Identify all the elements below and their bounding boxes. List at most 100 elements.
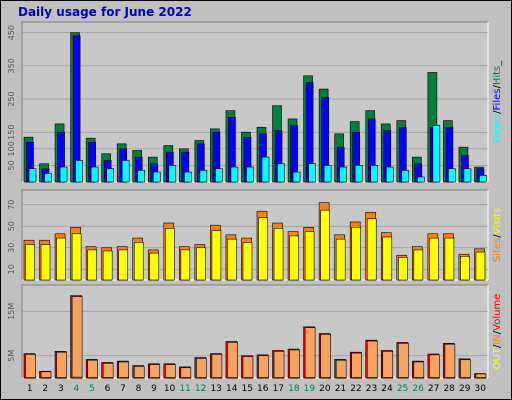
legend-separator: / bbox=[492, 330, 503, 334]
y-tick-label: 350 bbox=[7, 58, 16, 73]
sites-bar bbox=[56, 237, 66, 281]
visits-sites-legend: Sites/Visits bbox=[492, 208, 503, 262]
volume-in-out-legend: OUT/IN/Volume bbox=[492, 294, 503, 370]
sites-bar bbox=[102, 250, 113, 281]
legend-in: IN bbox=[492, 334, 503, 344]
x-tick-label: 24 bbox=[381, 384, 393, 394]
in-bar bbox=[304, 327, 316, 379]
sites-bar bbox=[335, 238, 346, 281]
sites-bar bbox=[242, 242, 253, 281]
x-tick-label: 30 bbox=[475, 384, 487, 394]
in-bar bbox=[40, 371, 52, 379]
in-bar bbox=[102, 363, 114, 379]
pages-bar bbox=[277, 163, 285, 183]
pages-bar bbox=[417, 176, 425, 183]
x-tick-label: 7 bbox=[120, 384, 126, 394]
sites-bar bbox=[118, 249, 128, 281]
pages-bar bbox=[230, 166, 239, 183]
sites-bar bbox=[25, 244, 35, 281]
pages-bar bbox=[90, 166, 99, 183]
in-bar bbox=[56, 351, 67, 379]
pages-bar bbox=[370, 165, 379, 183]
legend-sites: Sites bbox=[492, 238, 503, 262]
sites-bar bbox=[289, 235, 299, 281]
sites-bar bbox=[397, 257, 408, 281]
pages-bar bbox=[308, 163, 316, 183]
files-bar bbox=[72, 35, 81, 183]
y-tick-label: 70 bbox=[7, 200, 16, 210]
pages-bar bbox=[339, 166, 347, 183]
in-bar bbox=[180, 367, 192, 379]
x-tick-label: 1 bbox=[27, 384, 33, 394]
x-tick-label: 5 bbox=[89, 384, 95, 394]
pages-bar bbox=[292, 171, 301, 183]
sites-bar bbox=[87, 249, 97, 281]
y-tick-label: 50 bbox=[7, 221, 16, 231]
y-tick-label: 250 bbox=[7, 91, 16, 106]
legend-separator: / bbox=[492, 110, 503, 114]
volume-in-out-plot-area bbox=[21, 284, 489, 379]
legend-pages: Pages bbox=[492, 114, 503, 143]
x-tick-label: 17 bbox=[273, 384, 284, 394]
pages-bar bbox=[401, 170, 410, 183]
x-tick-label: 25 bbox=[397, 384, 408, 394]
legend-trailing: _ bbox=[492, 60, 503, 67]
pages-bar bbox=[199, 170, 208, 183]
y-tick-label: 5M bbox=[7, 350, 16, 362]
x-tick-label: 4 bbox=[73, 384, 79, 394]
sites-bar bbox=[444, 237, 455, 281]
in-bar bbox=[366, 340, 378, 379]
sites-bar bbox=[366, 218, 377, 281]
x-tick-label: 2 bbox=[42, 384, 48, 394]
pages-bar bbox=[479, 175, 487, 183]
y-tick-label: 450 bbox=[7, 25, 16, 40]
in-bar bbox=[335, 359, 347, 379]
y-tick-label: 50 bbox=[7, 160, 16, 170]
in-bar bbox=[242, 356, 254, 379]
pages-bar bbox=[44, 173, 52, 183]
sites-bar bbox=[429, 237, 439, 281]
pages-bar bbox=[354, 165, 363, 183]
pages-bar bbox=[463, 168, 472, 183]
legend-text: Pages/Files/Hits_ bbox=[492, 60, 503, 144]
sites-bar bbox=[382, 236, 393, 281]
pages-bar bbox=[385, 166, 394, 183]
legend-visits: Visits bbox=[492, 208, 503, 235]
legend-out: OUT bbox=[492, 347, 503, 369]
y-tick-label: 150 bbox=[7, 125, 16, 140]
legend-separator: / bbox=[492, 234, 503, 238]
pages-bar bbox=[75, 160, 83, 183]
sites-bar bbox=[258, 217, 268, 281]
pages-bar bbox=[59, 166, 68, 183]
pages-bar bbox=[448, 168, 456, 183]
x-tick-label: 14 bbox=[226, 384, 238, 394]
sites-bar bbox=[71, 233, 82, 281]
sites-bar bbox=[40, 244, 51, 281]
x-tick-label: 16 bbox=[257, 384, 269, 394]
x-tick-label: 11 bbox=[179, 384, 190, 394]
sites-bar bbox=[211, 230, 222, 281]
in-bar bbox=[25, 354, 36, 379]
pages-bar bbox=[28, 168, 37, 183]
pages-bar bbox=[215, 168, 223, 183]
x-tick-label: 19 bbox=[304, 384, 316, 394]
plots: 50100150250350450Pages/Files/Hits_103050… bbox=[7, 21, 503, 394]
legend-text: OUT/IN/Volume bbox=[492, 294, 503, 370]
in-bar bbox=[444, 343, 456, 379]
in-bar bbox=[149, 364, 161, 379]
x-tick-label: 21 bbox=[335, 384, 346, 394]
pages-bar bbox=[323, 165, 332, 183]
chart-title: Daily usage for June 2022 bbox=[18, 5, 192, 19]
in-bar bbox=[429, 354, 440, 379]
x-tick-label: 9 bbox=[151, 384, 157, 394]
y-tick-label: 15M bbox=[7, 303, 16, 320]
legend-hits: Hits bbox=[492, 66, 503, 85]
sites-bar bbox=[165, 228, 175, 281]
x-tick-label: 6 bbox=[105, 384, 111, 394]
y-tick-label: 30 bbox=[7, 243, 16, 253]
x-tick-label: 27 bbox=[428, 384, 439, 394]
x-tick-label: 20 bbox=[319, 384, 331, 394]
pages-bar bbox=[137, 170, 146, 183]
